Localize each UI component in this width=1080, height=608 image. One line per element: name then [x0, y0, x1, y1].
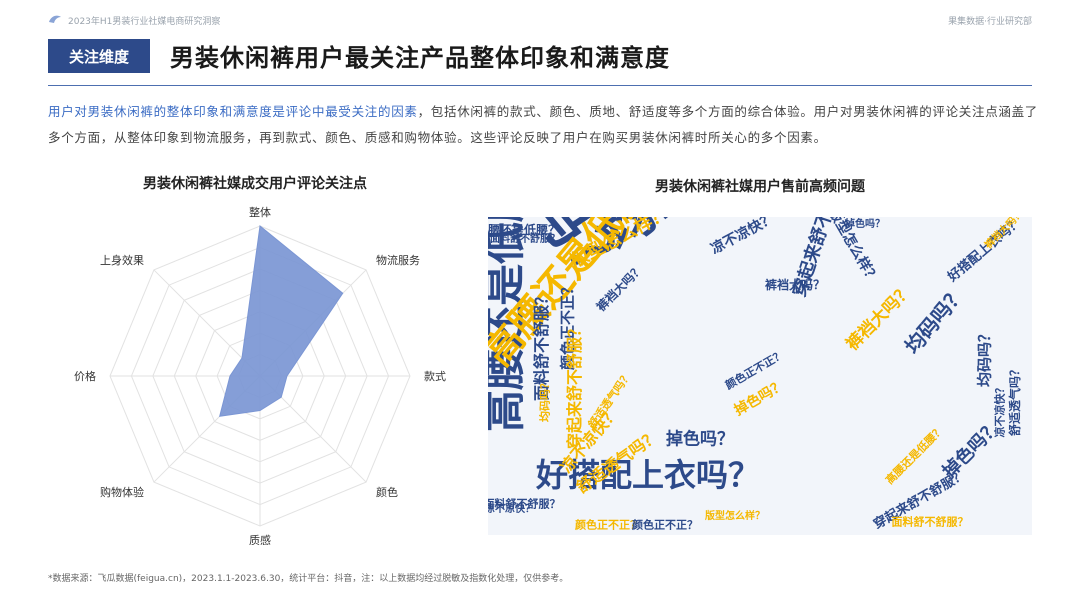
wordcloud-word: 好搭配上衣吗？	[535, 456, 761, 494]
description-paragraph: 用户对男装休闲裤的整体印象和满意度是评论中最受关注的因素，包括休闲裤的款式、颜色…	[48, 99, 1038, 151]
radar-category-label: 上身效果	[100, 253, 144, 267]
page-title: 男装休闲裤用户最关注产品整体印象和满意度	[170, 44, 670, 72]
title-divider	[48, 85, 1032, 86]
wordcloud-word: 高腰还是低腰？	[883, 423, 947, 487]
wordcloud-word: 版型怎么样？	[705, 511, 765, 522]
radar-series-area	[219, 225, 344, 417]
section-badge: 关注维度	[48, 39, 150, 73]
radar-category-label: 质感	[249, 534, 271, 545]
description-highlight: 用户对男装休闲裤的整体印象和满意度是评论中最受关注的因素	[48, 104, 418, 119]
wordcloud-word: 均码吗？	[975, 326, 994, 388]
wordcloud-word: 裤裆大吗？	[764, 278, 826, 292]
wordcloud-word: 面料舒不舒服？	[490, 234, 560, 245]
wordcloud-word: 颜色正不正？	[632, 518, 698, 532]
radar-category-label: 颜色	[376, 485, 398, 499]
radar-chart-title: 男装休闲裤社媒成交用户评论关注点	[143, 176, 367, 192]
wordcloud-word: 舒适透气吗？	[1008, 363, 1022, 437]
radar-category-label: 整体	[249, 205, 271, 219]
wordcloud-word: 高腰还是低腰？	[488, 223, 561, 237]
wordcloud-word: 面料舒不舒服？	[891, 515, 969, 529]
word-cloud: 掉色吗？ 均码吗？ 高腰还是低腰？ 好搭配上衣吗？ 高腰还是低腰？ 版型怎么样？ 凉不凉快？…	[488, 217, 1032, 535]
wordcloud-title: 男装休闲裤社媒用户售前高频问题	[655, 179, 865, 195]
radar-category-label: 款式	[424, 369, 446, 383]
data-source-note: *数据来源：飞瓜数据(feigua.cn)，2023.1.1-2023.6.30…	[48, 574, 569, 584]
wordcloud-word: 均码吗？	[538, 378, 552, 422]
description-text: ，包括休闲裤的款式、颜色、质地、舒适度等多个方面的综合体验。用户对男装休闲裤的评…	[48, 104, 1039, 145]
wordcloud-word: 面料舒不舒服？	[488, 497, 561, 511]
wordcloud-word: 凉不凉快？	[993, 382, 1007, 438]
wordcloud-word: 穿起来舒不舒服？	[565, 320, 584, 450]
radar-category-label: 购物体验	[100, 485, 144, 499]
top-bar: 2023年H1男装行业社媒电商研究洞察 果集数据·行业研究部	[48, 13, 1032, 29]
brand-logo-icon	[49, 15, 61, 23]
brand-name: 果集数据·行业研究部	[948, 17, 1032, 27]
wordcloud-word: 凉不凉快？	[488, 504, 535, 515]
radar-category-label: 价格	[74, 369, 96, 383]
radar-category-label: 物流服务	[376, 253, 420, 267]
wordcloud-word: 掉色吗？	[666, 429, 734, 450]
wordcloud-word: 掉色吗？	[845, 219, 885, 230]
wordcloud-word: 颜色正不正？	[575, 518, 641, 532]
wordcloud-word: 凉不凉快？	[708, 217, 778, 258]
report-title: 2023年H1男装行业社媒电商研究洞察	[68, 17, 221, 27]
